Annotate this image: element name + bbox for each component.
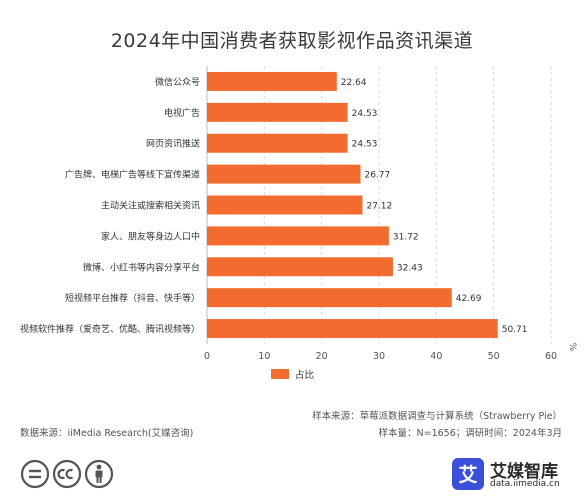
data-label: 24.53 (352, 109, 378, 119)
x-tick-label: 0 (204, 351, 210, 362)
bar (207, 319, 498, 339)
data-label: 50.71 (502, 325, 528, 335)
sample-source-note: 样本来源：草莓派数据调查与计算系统（Strawberry Pie） (312, 411, 562, 422)
bar (207, 195, 363, 215)
category-label: 网页资讯推送 (146, 138, 200, 150)
data-label: 31.72 (393, 232, 419, 242)
category-label: 广告牌、电梯广告等线下宣传渠道 (65, 169, 200, 181)
legend-label: 占比 (295, 369, 314, 381)
bar (207, 133, 348, 153)
category-label: 微博、小红书等内容分享平台 (83, 261, 200, 273)
data-label: 32.43 (397, 263, 423, 273)
bar (207, 257, 393, 277)
brand-logo-char: 艾 (458, 464, 477, 486)
x-tick-label: 20 (316, 351, 328, 362)
data-source-note: 数据来源：iiMedia Research(艾媒咨询) (20, 428, 194, 439)
bar (207, 226, 389, 246)
category-label: 视频软件推荐（爱奇艺、优酷、腾讯视频等） (20, 323, 200, 335)
data-label: 24.53 (352, 140, 378, 150)
data-label: 42.69 (456, 294, 482, 304)
sample-size-note: 样本量：N=1656；调研时间：2024年3月 (378, 428, 562, 439)
data-label: 26.77 (364, 171, 390, 181)
x-tick-label: 30 (373, 351, 385, 362)
brand: 艾 艾媒智库 data.iimedia.cn (452, 458, 578, 492)
unit-label: % (567, 343, 577, 352)
category-label: 微信公众号 (155, 76, 200, 88)
legend-swatch (271, 369, 289, 379)
brand-url: data.iimedia.cn (490, 479, 560, 489)
category-label: 短视频平台推荐（抖音、快手等） (65, 292, 200, 304)
brand-logo-icon: 艾 (452, 458, 484, 490)
chart-title: 2024年中国消费者获取影视作品资讯渠道 (110, 30, 474, 52)
x-tick-label: 60 (545, 351, 557, 362)
x-tick-label: 10 (258, 351, 270, 362)
category-label: 主动关注或搜索相关资讯 (101, 200, 200, 212)
license-icons (20, 459, 114, 489)
x-tick-label: 50 (488, 351, 500, 362)
data-label: 27.12 (366, 202, 392, 212)
equals-icon (20, 459, 50, 489)
data-label: 22.64 (341, 78, 367, 88)
x-tick-label: 40 (430, 351, 442, 362)
bar (207, 288, 452, 308)
person-icon (84, 459, 114, 489)
bar (207, 164, 361, 184)
category-label: 家人、朋友等身边人口中 (101, 230, 200, 242)
brand-name: 艾媒智库 (490, 462, 558, 482)
bar (207, 102, 348, 122)
cc-icon (52, 459, 82, 489)
category-label: 电视广告 (164, 107, 200, 119)
bar (207, 71, 337, 91)
